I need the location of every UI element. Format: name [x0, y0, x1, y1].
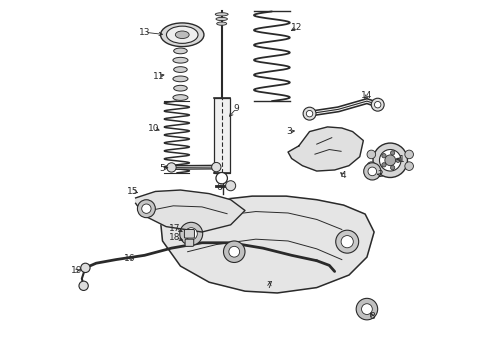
- Circle shape: [405, 162, 414, 170]
- Ellipse shape: [217, 22, 227, 25]
- Text: 7: 7: [266, 281, 272, 290]
- Circle shape: [373, 143, 408, 177]
- Circle shape: [185, 228, 197, 240]
- Text: 11: 11: [152, 72, 164, 81]
- Circle shape: [374, 102, 381, 108]
- Circle shape: [405, 150, 414, 159]
- Polygon shape: [161, 196, 374, 293]
- FancyBboxPatch shape: [214, 98, 230, 173]
- Circle shape: [396, 158, 400, 162]
- Text: 13: 13: [139, 28, 150, 37]
- Text: 12: 12: [292, 23, 303, 32]
- Circle shape: [379, 149, 401, 171]
- Ellipse shape: [215, 13, 228, 16]
- Circle shape: [303, 107, 316, 120]
- Ellipse shape: [173, 76, 188, 82]
- Text: 1: 1: [399, 155, 405, 164]
- Ellipse shape: [173, 57, 188, 63]
- Circle shape: [79, 281, 88, 291]
- Text: 14: 14: [361, 91, 372, 100]
- Text: 16: 16: [124, 254, 135, 263]
- Ellipse shape: [175, 31, 189, 39]
- Circle shape: [385, 155, 395, 166]
- Text: 5: 5: [159, 164, 165, 173]
- Text: 17: 17: [170, 224, 181, 233]
- Circle shape: [81, 263, 90, 273]
- Text: 9: 9: [233, 104, 239, 113]
- Circle shape: [382, 154, 386, 158]
- Circle shape: [137, 200, 155, 218]
- Ellipse shape: [173, 95, 188, 100]
- Text: 10: 10: [148, 123, 159, 132]
- Circle shape: [229, 246, 240, 257]
- Text: 6: 6: [216, 183, 222, 192]
- Circle shape: [212, 162, 221, 172]
- Circle shape: [306, 111, 313, 117]
- Circle shape: [391, 151, 395, 155]
- Circle shape: [391, 166, 395, 170]
- Text: 19: 19: [72, 266, 83, 275]
- Ellipse shape: [173, 67, 187, 72]
- Text: 2: 2: [377, 171, 383, 180]
- Ellipse shape: [173, 85, 187, 91]
- Circle shape: [180, 222, 203, 245]
- Circle shape: [367, 162, 376, 170]
- Ellipse shape: [161, 23, 204, 46]
- Circle shape: [356, 298, 378, 320]
- Circle shape: [382, 163, 386, 167]
- Circle shape: [364, 163, 381, 180]
- Circle shape: [362, 304, 372, 315]
- Circle shape: [223, 241, 245, 262]
- Ellipse shape: [167, 26, 198, 43]
- Ellipse shape: [216, 17, 227, 21]
- Text: 8: 8: [369, 312, 375, 321]
- Polygon shape: [136, 190, 245, 232]
- Polygon shape: [288, 127, 364, 171]
- Circle shape: [367, 150, 376, 159]
- Circle shape: [336, 230, 359, 253]
- Ellipse shape: [173, 48, 187, 54]
- Circle shape: [371, 98, 384, 111]
- Text: 18: 18: [170, 233, 181, 242]
- Text: 3: 3: [286, 127, 292, 136]
- Text: 15: 15: [127, 187, 139, 196]
- Circle shape: [368, 167, 377, 176]
- FancyBboxPatch shape: [185, 239, 194, 246]
- Circle shape: [167, 163, 176, 172]
- FancyBboxPatch shape: [184, 229, 195, 238]
- Circle shape: [225, 181, 236, 191]
- Circle shape: [341, 235, 353, 248]
- Circle shape: [216, 172, 227, 184]
- Text: 4: 4: [341, 171, 346, 180]
- Circle shape: [142, 204, 151, 213]
